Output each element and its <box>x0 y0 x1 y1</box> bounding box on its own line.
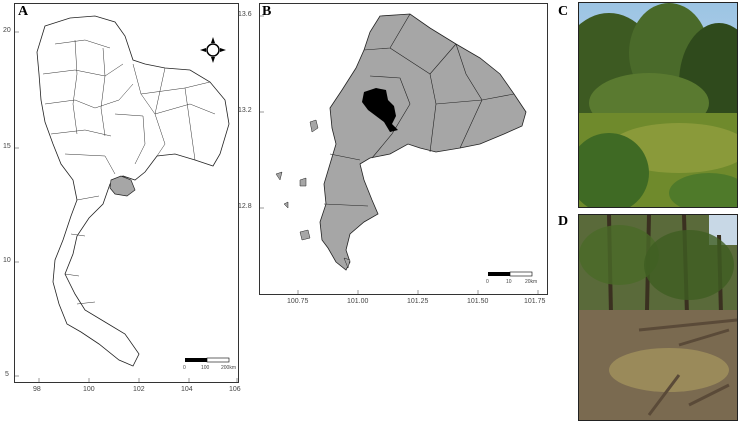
panel-d-photo <box>578 214 738 421</box>
scale-bar-a <box>185 357 230 363</box>
province-boundaries <box>42 39 216 305</box>
fallen-branches <box>638 318 737 416</box>
y-tick-label: 5 <box>5 371 9 378</box>
province-area <box>319 13 527 271</box>
x-tick-label: 101.50 <box>467 298 489 305</box>
scale-bar-b <box>488 271 533 277</box>
study-province-highlight <box>109 175 136 197</box>
panel-c-label: C <box>558 4 569 19</box>
scale-label: 10 <box>506 279 512 285</box>
axis-ticks-b <box>260 15 539 294</box>
scale-label: 0 <box>486 279 489 285</box>
panel-b-province-map: 0 10 20km <box>259 3 548 295</box>
scale-label: 200km <box>221 365 237 371</box>
thailand-outline-map <box>15 15 238 382</box>
study-area <box>362 88 398 132</box>
muddy-pool-photo <box>579 215 737 420</box>
islands <box>275 119 351 269</box>
x-tick-label: 101.25 <box>407 298 429 305</box>
panel-d-label: D <box>558 214 569 229</box>
x-tick-label: 101.00 <box>347 298 369 305</box>
forest-pond-photo <box>579 3 737 207</box>
x-tick-label: 104 <box>181 386 193 393</box>
x-tick-label: 100 <box>83 386 95 393</box>
y-tick-label: 10 <box>3 257 11 264</box>
y-tick-label: 13.2 <box>238 107 252 114</box>
panel-a-thailand-map: 0 100 200km <box>14 3 239 383</box>
y-tick-label: 20 <box>3 27 11 34</box>
x-tick-label: 102 <box>133 386 145 393</box>
axis-ticks-a <box>15 31 238 382</box>
panel-a-label: A <box>18 4 29 19</box>
scale-label: 100 <box>201 365 210 371</box>
panel-b-label: B <box>262 4 272 19</box>
y-tick-label: 15 <box>3 143 11 150</box>
panel-c-photo <box>578 2 738 208</box>
scale-label: 0 <box>183 365 186 371</box>
x-tick-label: 100.75 <box>287 298 309 305</box>
scale-label: 20km <box>525 279 538 285</box>
compass-icon <box>200 37 226 63</box>
y-tick-label: 13.6 <box>238 11 252 18</box>
x-tick-label: 98 <box>33 386 41 393</box>
province-map <box>260 13 539 294</box>
district-boundaries <box>323 13 515 207</box>
x-tick-label: 101.75 <box>524 298 546 305</box>
thailand-outline <box>36 15 230 367</box>
y-tick-label: 12.8 <box>238 203 252 210</box>
x-tick-label: 106 <box>229 386 241 393</box>
